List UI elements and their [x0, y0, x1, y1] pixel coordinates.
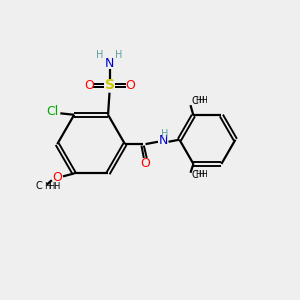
Text: H: H	[201, 170, 206, 179]
Text: N: N	[159, 134, 168, 147]
Text: O: O	[141, 157, 151, 170]
Text: O: O	[125, 79, 135, 92]
Text: H: H	[198, 96, 204, 105]
Text: H: H	[195, 170, 201, 179]
Text: H: H	[161, 128, 168, 139]
Text: H: H	[115, 50, 123, 60]
Text: H: H	[96, 50, 104, 60]
Text: H: H	[201, 96, 206, 105]
Text: C: C	[192, 170, 199, 180]
Text: H: H	[195, 96, 201, 105]
Text: Cl: Cl	[46, 105, 58, 118]
Text: C: C	[192, 96, 199, 106]
Text: O: O	[52, 171, 62, 184]
Text: C: C	[36, 181, 42, 191]
Text: S: S	[104, 78, 115, 92]
Text: O: O	[84, 79, 94, 92]
Text: H: H	[198, 170, 204, 179]
Text: H: H	[53, 182, 59, 190]
Text: N: N	[105, 57, 114, 70]
Text: H: H	[49, 182, 55, 190]
Text: H: H	[44, 182, 51, 190]
